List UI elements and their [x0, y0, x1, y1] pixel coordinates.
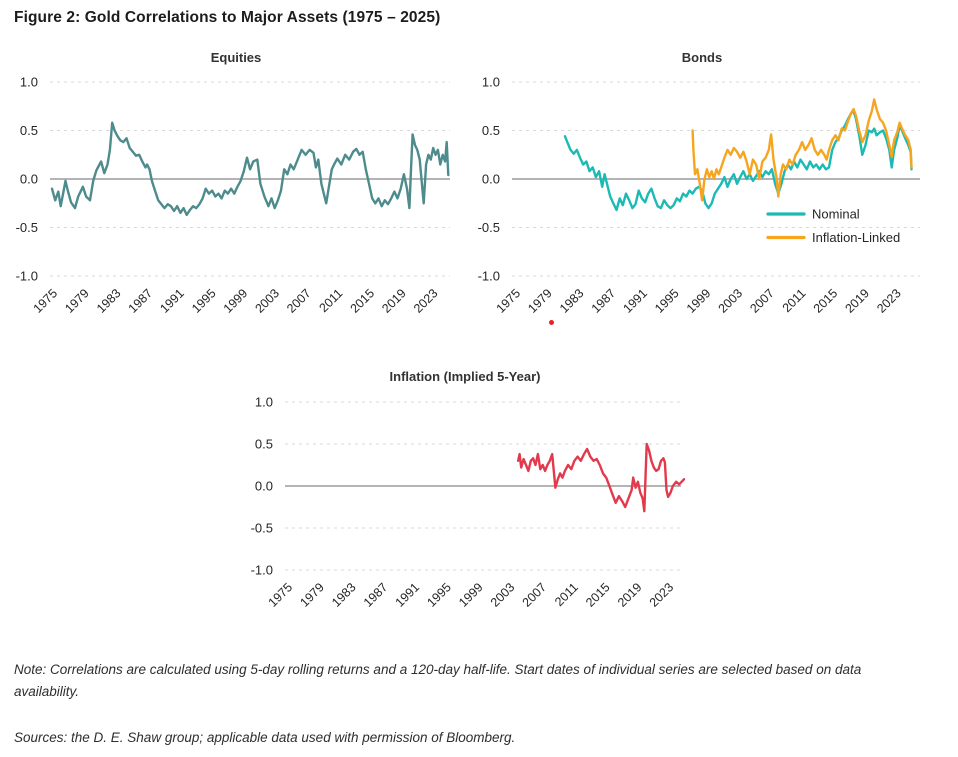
figure-sources: Sources: the D. E. Shaw group; applicabl… [14, 730, 516, 745]
y-tick-label: 0.5 [20, 123, 38, 138]
x-tick-label: 1999 [684, 286, 714, 316]
y-tick-label: -1.0 [251, 563, 273, 578]
x-tick-label: 1991 [620, 286, 650, 316]
x-tick-label: 2007 [284, 286, 314, 316]
chart-title: Bonds [682, 50, 722, 65]
chart-svg-inflation-implied-5-year-: Inflation (Implied 5-Year) 1.0 0.5 0.0 -0.5 -… [251, 369, 686, 610]
x-tick-label: 2007 [520, 580, 550, 610]
x-tick-label: 2023 [874, 286, 904, 316]
y-tick-label: 0.0 [482, 172, 500, 187]
x-tick-label: 2003 [252, 286, 282, 316]
figure-note: Note: Correlations are calculated using … [14, 662, 862, 699]
x-tick-label: 2015 [348, 286, 378, 316]
y-tick-label: -0.5 [16, 220, 38, 235]
inflation-chart: Inflation (Implied 5-Year) 1.0 0.5 0.0 -0.5 -… [240, 355, 720, 655]
x-tick-label: 1983 [557, 286, 587, 316]
y-tick-label: 0.0 [255, 479, 273, 494]
y-tick-label: 1.0 [20, 75, 38, 90]
x-tick-label: 2003 [716, 286, 746, 316]
x-tick-label: 1983 [94, 286, 124, 316]
legend-label: Nominal [812, 207, 860, 222]
y-tick-label: -0.5 [478, 220, 500, 235]
x-tick-label: 2011 [552, 580, 581, 609]
bonds-chart: Bonds 1.0 0.5 0.0 -0.5 -1.0 1975 1979 1983 1987 19… [478, 45, 958, 345]
x-tick-label: 1991 [393, 580, 423, 610]
x-tick-label: 1995 [189, 286, 219, 316]
series-line-gold-vs-equities [50, 121, 450, 217]
y-tick-label: 1.0 [255, 395, 273, 410]
y-tick-label: -1.0 [16, 269, 38, 284]
x-tick-label: 1987 [589, 286, 619, 316]
figure-title: Figure 2: Gold Correlations to Major Ass… [14, 9, 441, 26]
legend-label: Inflation-Linked [812, 230, 900, 245]
x-tick-label: 1999 [221, 286, 251, 316]
x-tick-label: 2003 [488, 580, 518, 610]
x-tick-label: 1987 [126, 286, 156, 316]
series-line-gold-vs-implied-5-year-inflation [516, 442, 686, 513]
y-tick-label: 0.5 [255, 437, 273, 452]
x-tick-label: 1975 [494, 286, 524, 316]
x-tick-label: 2019 [842, 286, 872, 316]
x-tick-label: 1979 [525, 286, 555, 316]
y-tick-label: -1.0 [478, 269, 500, 284]
x-tick-label: 2019 [615, 580, 645, 610]
series-line-nominal [563, 109, 913, 212]
y-tick-label: 1.0 [482, 75, 500, 90]
x-tick-label: 2007 [747, 286, 777, 316]
x-tick-label: 2011 [317, 286, 346, 315]
x-tick-label: 2023 [411, 286, 441, 316]
x-tick-label: 2015 [583, 580, 613, 610]
x-tick-label: 1983 [329, 580, 359, 610]
x-tick-label: 1987 [361, 580, 391, 610]
y-tick-label: 0.5 [482, 123, 500, 138]
y-tick-label: 0.0 [20, 172, 38, 187]
x-tick-label: 2023 [647, 580, 677, 610]
x-tick-label: 1995 [424, 580, 454, 610]
x-tick-label: 1995 [652, 286, 682, 316]
chart-title: Inflation (Implied 5-Year) [390, 369, 541, 384]
x-tick-label: 2019 [379, 286, 409, 316]
x-tick-label: 1975 [266, 580, 296, 610]
x-tick-label: 1991 [157, 286, 187, 316]
equities-chart: Equities 1.0 0.5 0.0 -0.5 -1.0 1975 1979 1983 198… [0, 45, 472, 345]
x-tick-label: 1975 [31, 286, 61, 316]
x-tick-label: 2011 [780, 286, 809, 315]
chart-title: Equities [211, 50, 262, 65]
x-tick-label: 2015 [811, 286, 841, 316]
x-tick-label: 1979 [62, 286, 92, 316]
series-line-inflation-linked [691, 98, 913, 202]
chart-svg-equities: Equities 1.0 0.5 0.0 -0.5 -1.0 1975 1979 1983 198… [16, 50, 450, 316]
y-tick-label: -0.5 [251, 521, 273, 536]
x-tick-label: 1999 [456, 580, 486, 610]
x-tick-label: 1979 [297, 580, 327, 610]
stray-red-dot [549, 320, 554, 325]
